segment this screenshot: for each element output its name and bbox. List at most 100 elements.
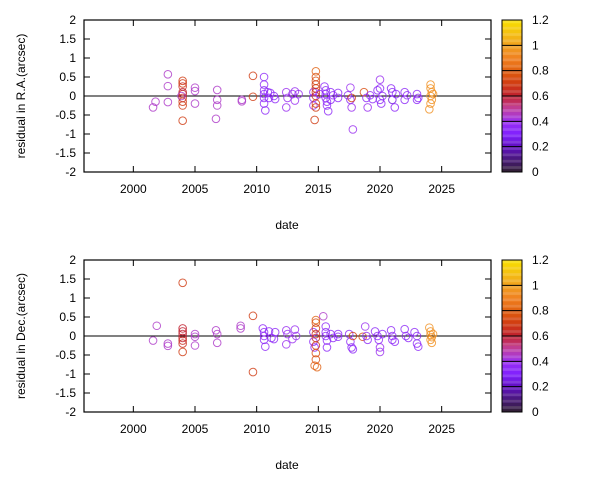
data-point	[311, 99, 321, 108]
colorbar-segment	[502, 383, 522, 388]
colorbar-segment	[502, 313, 522, 318]
data-point	[261, 106, 270, 115]
data-point	[178, 76, 187, 86]
colorbar-segment	[502, 130, 522, 135]
data-point	[190, 86, 200, 96]
data-point	[386, 84, 396, 93]
colorbar-segment	[502, 58, 522, 62]
data-point	[375, 343, 385, 352]
data-point	[283, 93, 292, 103]
data-point	[178, 327, 187, 336]
data-point	[388, 95, 397, 105]
data-point	[360, 322, 370, 331]
y-tick-label: 1	[69, 51, 76, 65]
colorbar-segment	[502, 342, 522, 346]
colorbar-segment	[502, 168, 522, 173]
data-point	[323, 106, 333, 116]
colorbar-segment	[502, 48, 522, 53]
colorbar-segment	[502, 307, 522, 312]
data-point	[321, 327, 331, 337]
data-point	[248, 71, 258, 81]
data-point	[388, 335, 397, 345]
data-point	[400, 95, 409, 105]
x-tick-label: 2005	[182, 182, 209, 196]
x-tick-label: 2020	[367, 422, 394, 436]
dec-residual-panel: residual in Dec.(arcsec) date 2000 2005 20…	[14, 253, 549, 472]
data-point	[283, 329, 292, 339]
colorbar-segment	[502, 54, 522, 59]
colorbar-segment	[502, 140, 522, 144]
data-point	[343, 90, 353, 100]
colorbar-tick-label: 1	[532, 278, 539, 292]
data-point	[178, 324, 187, 333]
colorbar-segment	[502, 361, 522, 365]
data-point	[190, 99, 200, 108]
ra-x-axis-label: date	[275, 218, 299, 232]
colorbar-segment	[502, 332, 522, 337]
colorbar-segment	[502, 162, 522, 167]
data-point	[311, 318, 321, 328]
x-tick-label: 2000	[120, 422, 147, 436]
y-tick-label: -0.5	[55, 348, 76, 362]
data-point	[248, 92, 258, 102]
data-point	[378, 329, 387, 339]
data-point	[373, 331, 382, 341]
data-point	[412, 89, 422, 99]
y-tick-label: 2	[69, 253, 76, 267]
data-point	[211, 326, 221, 335]
colorbar-segment	[502, 92, 522, 97]
data-point	[163, 339, 173, 348]
data-point	[401, 331, 411, 341]
data-point	[178, 278, 187, 288]
data-point	[363, 335, 372, 345]
colorbar-tick-label: 0.2	[532, 380, 549, 394]
data-point	[190, 332, 200, 342]
colorbar-tick-label: 0.4	[532, 354, 549, 368]
data-point	[291, 331, 301, 341]
data-point	[346, 337, 355, 347]
plot-frame	[83, 19, 492, 173]
colorbar-segment	[502, 301, 522, 305]
data-point	[413, 93, 423, 103]
data-point	[163, 70, 173, 79]
colorbar-segment	[502, 124, 522, 129]
data-point	[269, 334, 279, 344]
data-point	[315, 89, 324, 99]
y-tick-label: 1.5	[59, 32, 76, 46]
colorbar-segment	[502, 386, 522, 391]
y-tick-label: 1	[69, 291, 76, 305]
colorbar-segment	[502, 320, 522, 324]
colorbar-segment	[502, 298, 522, 302]
data-point	[178, 116, 187, 125]
data-point	[290, 325, 300, 334]
colorbar-segment	[502, 39, 522, 43]
colorbar-segment	[502, 26, 522, 30]
colorbar-tick-label: 0.8	[532, 304, 549, 318]
data-point	[309, 101, 318, 110]
y-tick-label: 0.5	[59, 70, 76, 84]
data-point	[321, 322, 331, 331]
data-point	[148, 336, 158, 345]
colorbar-segment	[502, 77, 522, 81]
data-point	[311, 348, 321, 358]
colorbar-frame	[501, 259, 523, 413]
colorbar-segment	[502, 96, 522, 100]
data-point	[348, 331, 358, 341]
data-point	[212, 329, 222, 339]
colorbar-segment	[502, 288, 522, 293]
colorbar-segment	[502, 134, 522, 138]
data-point	[310, 115, 319, 125]
colorbar-tick-label: 1	[532, 38, 539, 52]
data-point	[211, 114, 221, 124]
data-point	[309, 93, 318, 103]
colorbar-segment	[502, 336, 522, 340]
data-point	[281, 326, 291, 335]
x-tick-label: 2015	[305, 182, 332, 196]
colorbar-segment	[502, 396, 522, 400]
data-point	[163, 341, 173, 351]
data-point	[148, 103, 158, 112]
data-point	[391, 89, 401, 99]
colorbar-segment	[502, 358, 522, 362]
data-point	[375, 347, 385, 357]
colorbar-segment	[502, 329, 522, 334]
